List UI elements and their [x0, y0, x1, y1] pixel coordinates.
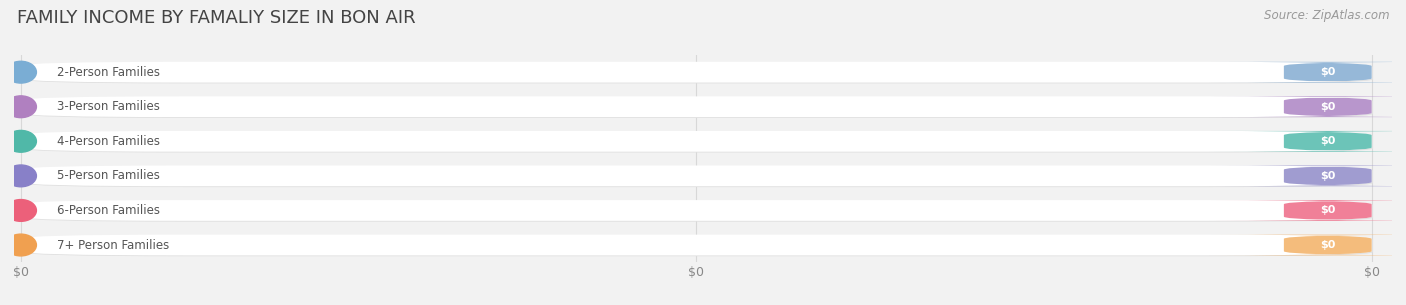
- Text: $0: $0: [1320, 136, 1336, 146]
- Text: 6-Person Families: 6-Person Families: [56, 204, 160, 217]
- FancyBboxPatch shape: [22, 235, 1374, 256]
- FancyBboxPatch shape: [21, 96, 1372, 117]
- FancyBboxPatch shape: [21, 235, 1372, 255]
- Text: 2-Person Families: 2-Person Families: [56, 66, 160, 79]
- Ellipse shape: [6, 131, 37, 152]
- FancyBboxPatch shape: [1209, 200, 1406, 221]
- Text: $0: $0: [1320, 171, 1336, 181]
- FancyBboxPatch shape: [22, 132, 1374, 152]
- Text: $0: $0: [1320, 206, 1336, 215]
- FancyBboxPatch shape: [1209, 166, 1406, 186]
- FancyBboxPatch shape: [21, 131, 1372, 152]
- Text: 5-Person Families: 5-Person Families: [56, 169, 159, 182]
- Text: FAMILY INCOME BY FAMALIY SIZE IN BON AIR: FAMILY INCOME BY FAMALIY SIZE IN BON AIR: [17, 9, 416, 27]
- FancyBboxPatch shape: [1209, 96, 1406, 117]
- Text: Source: ZipAtlas.com: Source: ZipAtlas.com: [1264, 9, 1389, 22]
- Text: 4-Person Families: 4-Person Families: [56, 135, 160, 148]
- FancyBboxPatch shape: [22, 201, 1374, 222]
- FancyBboxPatch shape: [1209, 131, 1406, 152]
- Ellipse shape: [6, 234, 37, 256]
- Text: $0: $0: [1320, 240, 1336, 250]
- Ellipse shape: [6, 199, 37, 221]
- FancyBboxPatch shape: [21, 166, 1372, 186]
- FancyBboxPatch shape: [1209, 62, 1406, 83]
- FancyBboxPatch shape: [1209, 235, 1406, 255]
- FancyBboxPatch shape: [21, 200, 1372, 221]
- Ellipse shape: [6, 61, 37, 83]
- Ellipse shape: [6, 96, 37, 118]
- Text: 3-Person Families: 3-Person Families: [56, 100, 159, 113]
- Ellipse shape: [6, 165, 37, 187]
- Text: $0: $0: [1320, 67, 1336, 77]
- FancyBboxPatch shape: [22, 97, 1374, 118]
- FancyBboxPatch shape: [22, 63, 1374, 84]
- Text: 7+ Person Families: 7+ Person Families: [56, 239, 169, 252]
- FancyBboxPatch shape: [21, 62, 1372, 83]
- Text: $0: $0: [1320, 102, 1336, 112]
- FancyBboxPatch shape: [22, 167, 1374, 187]
